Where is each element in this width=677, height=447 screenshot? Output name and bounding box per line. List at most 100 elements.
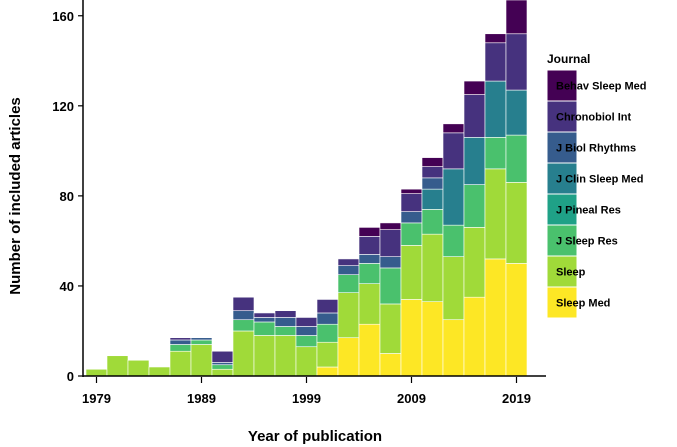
legend-key-sleep-med: [546, 286, 578, 319]
bar-segment-1993-j-sleep-res: [232, 319, 255, 332]
bar-segment-1991-sleep: [211, 368, 234, 377]
bar-segment-1989-j-biol-rhythms: [190, 337, 213, 341]
bar-segment-1993-j-biol-rhythms: [232, 310, 255, 321]
legend-key-sleep: [546, 255, 578, 288]
bar-segment-2007-j-sleep-res: [379, 267, 402, 305]
bar-segment-2015-j-sleep-res: [463, 184, 486, 228]
bar-segment-2001-j-biol-rhythms: [316, 312, 339, 325]
bar-segment-2013-sleep-med: [442, 319, 465, 377]
x-ticks-group: 1979 1989 1999 2009 2019: [82, 377, 531, 406]
bar-segment-1995-j-sleep-res: [253, 321, 276, 336]
bar-segment-1987-chronobiol-int: [169, 337, 192, 341]
bars-group: [85, 0, 528, 377]
bar-segment-2019-behav-sleep-med: [505, 0, 528, 35]
bar-segment-1979-sleep: [85, 368, 108, 377]
bar-segment-2003-j-biol-rhythms: [337, 265, 360, 275]
bar-segment-2015-j-clin-sleep-med: [463, 137, 486, 185]
bar-segment-2005-j-sleep-res: [358, 263, 381, 284]
bar-segment-2011-j-sleep-res: [421, 209, 444, 235]
bar-segment-2011-sleep-med: [421, 301, 444, 377]
bar-segment-1999-sleep: [295, 346, 318, 377]
bar-segment-2001-sleep: [316, 341, 339, 368]
bar-segment-1991-j-sleep-res: [211, 364, 234, 370]
bar-segment-2011-chronobiol-int: [421, 166, 444, 179]
bar-segment-2007-j-biol-rhythms: [379, 256, 402, 269]
bar-segment-2017-j-sleep-res: [484, 137, 507, 170]
x-axis-title: Year of publication: [248, 428, 382, 445]
legend-title: Journal: [547, 52, 590, 66]
bar-segment-1997-j-sleep-res: [274, 326, 297, 336]
bar-segment-1987-sleep: [169, 350, 192, 377]
x-tick-label: 1979: [82, 391, 111, 406]
bar-segment-1981-sleep: [106, 355, 129, 377]
bar-segment-2005-sleep: [358, 283, 381, 325]
legend-label-chronobiol-int: Chronobiol Int: [556, 112, 631, 124]
bar-segment-2019-sleep-med: [505, 263, 528, 377]
bar-segment-1985-sleep: [148, 366, 171, 377]
legend-label-behav-sleep-med: Behav Sleep Med: [556, 81, 646, 93]
bar-segment-2005-sleep-med: [358, 323, 381, 377]
bar-segment-2001-chronobiol-int: [316, 299, 339, 314]
y-tick-label: 40: [60, 279, 74, 294]
legend: Journal Behav Sleep Med Chronobiol Int J B…: [546, 52, 646, 319]
legend-label-sleep-med: Sleep Med: [556, 298, 610, 310]
bar-segment-2013-sleep: [442, 256, 465, 321]
bar-segment-2009-j-biol-rhythms: [400, 211, 423, 224]
y-tick-label: 120: [52, 99, 74, 114]
bar-segment-2019-j-clin-sleep-med: [505, 89, 528, 136]
bar-segment-2001-j-sleep-res: [316, 323, 339, 343]
bar-segment-2019-sleep: [505, 182, 528, 264]
legend-key-chronobiol-int: [546, 100, 578, 133]
bar-segment-1989-sleep: [190, 344, 213, 377]
bar-segment-2005-j-biol-rhythms: [358, 254, 381, 264]
y-tick-label: 160: [52, 9, 74, 24]
bar-segment-2019-chronobiol-int: [505, 33, 528, 91]
bar-segment-2013-behav-sleep-med: [442, 123, 465, 134]
bar-segment-1999-chronobiol-int: [295, 317, 318, 327]
x-tick-label: 2019: [502, 391, 531, 406]
bar-segment-2007-sleep-med: [379, 353, 402, 377]
bar-segment-2017-sleep: [484, 168, 507, 260]
bar-segment-2013-j-sleep-res: [442, 224, 465, 257]
x-tick-label: 1999: [292, 391, 321, 406]
bar-segment-2015-chronobiol-int: [463, 94, 486, 138]
bar-segment-1997-chronobiol-int: [274, 310, 297, 318]
bar-segment-2009-sleep: [400, 245, 423, 300]
x-tick-label: 1989: [187, 391, 216, 406]
bar-segment-1997-sleep: [274, 335, 297, 377]
legend-label-sleep: Sleep: [556, 267, 586, 279]
axes-group: [82, 0, 546, 377]
y-axis-title: Number of included articles: [7, 97, 24, 295]
bar-segment-1983-sleep: [127, 359, 150, 377]
legend-label-j-clin-sleep-med: J Clin Sleep Med: [556, 174, 643, 186]
legend-label-j-biol-rhythms: J Biol Rhythms: [556, 143, 636, 155]
bar-segment-1991-chronobiol-int: [211, 350, 234, 363]
y-tick-label: 0: [67, 369, 74, 384]
bar-segment-2007-chronobiol-int: [379, 229, 402, 257]
bar-segment-2015-behav-sleep-med: [463, 80, 486, 95]
bar-segment-2013-j-clin-sleep-med: [442, 168, 465, 226]
bar-segment-2009-behav-sleep-med: [400, 188, 423, 194]
bar-segment-1995-j-biol-rhythms: [253, 317, 276, 323]
bar-segment-2003-sleep: [337, 292, 360, 339]
bar-segment-2011-behav-sleep-med: [421, 157, 444, 167]
bar-segment-2007-sleep: [379, 303, 402, 354]
bar-segment-2009-chronobiol-int: [400, 193, 423, 212]
x-tick-label: 2009: [397, 391, 426, 406]
legend-label-j-pineal-res: J Pineal Res: [556, 205, 621, 217]
bar-segment-1997-j-biol-rhythms: [274, 317, 297, 327]
bar-segment-2007-behav-sleep-med: [379, 222, 402, 230]
bar-segment-1987-j-biol-rhythms: [169, 339, 192, 345]
bar-segment-1999-j-sleep-res: [295, 335, 318, 348]
bar-segment-1991-j-biol-rhythms: [211, 362, 234, 366]
bar-segment-2011-sleep: [421, 233, 444, 303]
bar-segment-2011-j-clin-sleep-med: [421, 188, 444, 210]
bar-segment-1989-j-sleep-res: [190, 339, 213, 345]
legend-label-j-sleep-res: J Sleep Res: [556, 236, 618, 248]
bar-segment-2003-chronobiol-int: [337, 258, 360, 266]
bar-segment-2017-j-clin-sleep-med: [484, 80, 507, 138]
bar-segment-1995-chronobiol-int: [253, 312, 276, 318]
bar-segment-1993-sleep: [232, 330, 255, 377]
bar-segment-2015-sleep: [463, 227, 486, 298]
bar-segment-2015-sleep-med: [463, 296, 486, 377]
